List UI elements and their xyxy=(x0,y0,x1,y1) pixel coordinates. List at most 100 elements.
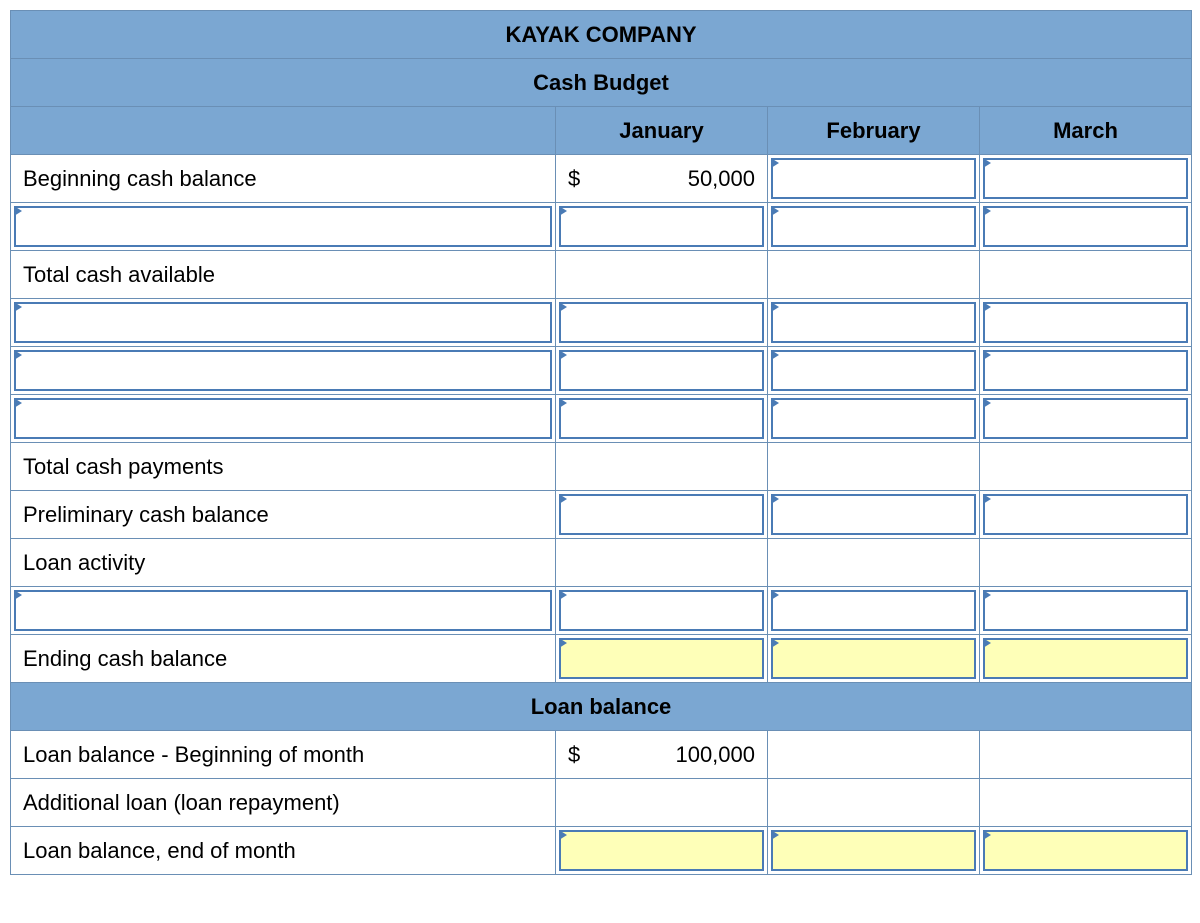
dropdown-marker-icon xyxy=(771,350,779,360)
currency-symbol: $ xyxy=(568,166,580,192)
row-ending-cash-balance: Ending cash balance xyxy=(11,635,1192,683)
row-loan-balance-end: Loan balance, end of month xyxy=(11,827,1192,875)
input-feb-4[interactable] xyxy=(768,395,980,443)
dropdown-marker-icon xyxy=(771,494,779,504)
input-label-2[interactable] xyxy=(11,299,556,347)
row-loan-balance-header: Loan balance xyxy=(11,683,1192,731)
dropdown-marker-icon xyxy=(14,398,22,408)
value-loan-balance-begin-feb[interactable] xyxy=(768,731,980,779)
dropdown-marker-icon xyxy=(983,302,991,312)
dropdown-marker-icon xyxy=(559,830,567,840)
loan-balance-title: Loan balance xyxy=(11,683,1192,731)
input-jan-3[interactable] xyxy=(556,347,768,395)
input-beginning-cash-feb[interactable] xyxy=(768,155,980,203)
value-total-cash-available-feb[interactable] xyxy=(768,251,980,299)
input-mar-3[interactable] xyxy=(980,347,1192,395)
input-jan-2[interactable] xyxy=(556,299,768,347)
input-feb-5[interactable] xyxy=(768,587,980,635)
input-loan-end-mar[interactable] xyxy=(980,827,1192,875)
row-editable-3 xyxy=(11,347,1192,395)
input-label-1[interactable] xyxy=(11,203,556,251)
input-prelim-mar[interactable] xyxy=(980,491,1192,539)
dropdown-marker-icon xyxy=(559,350,567,360)
dropdown-marker-icon xyxy=(559,494,567,504)
dropdown-marker-icon xyxy=(983,830,991,840)
currency-value: 50,000 xyxy=(580,166,755,192)
label-ending-cash-balance: Ending cash balance xyxy=(11,635,556,683)
input-mar-5[interactable] xyxy=(980,587,1192,635)
blank-header xyxy=(11,107,556,155)
value-additional-loan-feb[interactable] xyxy=(768,779,980,827)
dropdown-marker-icon xyxy=(559,590,567,600)
input-jan-1[interactable] xyxy=(556,203,768,251)
value-total-cash-payments-jan[interactable] xyxy=(556,443,768,491)
input-loan-end-feb[interactable] xyxy=(768,827,980,875)
value-total-cash-available-mar[interactable] xyxy=(980,251,1192,299)
company-title: KAYAK COMPANY xyxy=(11,11,1192,59)
value-additional-loan-jan[interactable] xyxy=(556,779,768,827)
input-jan-5[interactable] xyxy=(556,587,768,635)
row-editable-1 xyxy=(11,203,1192,251)
dropdown-marker-icon xyxy=(983,590,991,600)
label-loan-balance-begin: Loan balance - Beginning of month xyxy=(11,731,556,779)
value-total-cash-available-jan[interactable] xyxy=(556,251,768,299)
dropdown-marker-icon xyxy=(14,206,22,216)
value-loan-balance-begin-mar[interactable] xyxy=(980,731,1192,779)
dropdown-marker-icon xyxy=(559,638,567,648)
value-total-cash-payments-feb[interactable] xyxy=(768,443,980,491)
row-beginning-cash-balance: Beginning cash balance $ 50,000 xyxy=(11,155,1192,203)
input-feb-2[interactable] xyxy=(768,299,980,347)
input-label-3[interactable] xyxy=(11,347,556,395)
row-loan-balance-begin: Loan balance - Beginning of month $ 100,… xyxy=(11,731,1192,779)
dropdown-marker-icon xyxy=(983,494,991,504)
input-beginning-cash-mar[interactable] xyxy=(980,155,1192,203)
input-ending-jan[interactable] xyxy=(556,635,768,683)
title-row-budget: Cash Budget xyxy=(11,59,1192,107)
input-label-5[interactable] xyxy=(11,587,556,635)
dropdown-marker-icon xyxy=(559,398,567,408)
value-total-cash-payments-mar[interactable] xyxy=(980,443,1192,491)
row-additional-loan: Additional loan (loan repayment) xyxy=(11,779,1192,827)
input-feb-1[interactable] xyxy=(768,203,980,251)
header-january: January xyxy=(556,107,768,155)
row-loan-activity: Loan activity xyxy=(11,539,1192,587)
label-total-cash-payments: Total cash payments xyxy=(11,443,556,491)
input-label-4[interactable] xyxy=(11,395,556,443)
value-loan-activity-jan[interactable] xyxy=(556,539,768,587)
dropdown-marker-icon xyxy=(983,350,991,360)
dropdown-marker-icon xyxy=(983,638,991,648)
header-march: March xyxy=(980,107,1192,155)
label-total-cash-available: Total cash available xyxy=(11,251,556,299)
currency-value: 100,000 xyxy=(580,742,755,768)
value-beginning-cash-jan[interactable]: $ 50,000 xyxy=(556,155,768,203)
dropdown-marker-icon xyxy=(771,398,779,408)
value-loan-activity-feb[interactable] xyxy=(768,539,980,587)
dropdown-marker-icon xyxy=(771,638,779,648)
dropdown-marker-icon xyxy=(983,398,991,408)
input-loan-end-jan[interactable] xyxy=(556,827,768,875)
input-prelim-jan[interactable] xyxy=(556,491,768,539)
value-additional-loan-mar[interactable] xyxy=(980,779,1192,827)
label-loan-activity: Loan activity xyxy=(11,539,556,587)
value-loan-activity-mar[interactable] xyxy=(980,539,1192,587)
budget-title: Cash Budget xyxy=(11,59,1192,107)
value-loan-balance-begin-jan[interactable]: $ 100,000 xyxy=(556,731,768,779)
input-mar-2[interactable] xyxy=(980,299,1192,347)
label-loan-balance-end: Loan balance, end of month xyxy=(11,827,556,875)
dropdown-marker-icon xyxy=(771,590,779,600)
currency-symbol: $ xyxy=(568,742,580,768)
label-additional-loan: Additional loan (loan repayment) xyxy=(11,779,556,827)
input-ending-mar[interactable] xyxy=(980,635,1192,683)
cash-budget-table: KAYAK COMPANY Cash Budget January Februa… xyxy=(10,10,1192,875)
input-feb-3[interactable] xyxy=(768,347,980,395)
dropdown-marker-icon xyxy=(559,302,567,312)
dropdown-marker-icon xyxy=(14,302,22,312)
input-jan-4[interactable] xyxy=(556,395,768,443)
column-header-row: January February March xyxy=(11,107,1192,155)
row-editable-2 xyxy=(11,299,1192,347)
input-mar-1[interactable] xyxy=(980,203,1192,251)
input-ending-feb[interactable] xyxy=(768,635,980,683)
input-mar-4[interactable] xyxy=(980,395,1192,443)
input-prelim-feb[interactable] xyxy=(768,491,980,539)
label-prelim-cash-balance: Preliminary cash balance xyxy=(11,491,556,539)
